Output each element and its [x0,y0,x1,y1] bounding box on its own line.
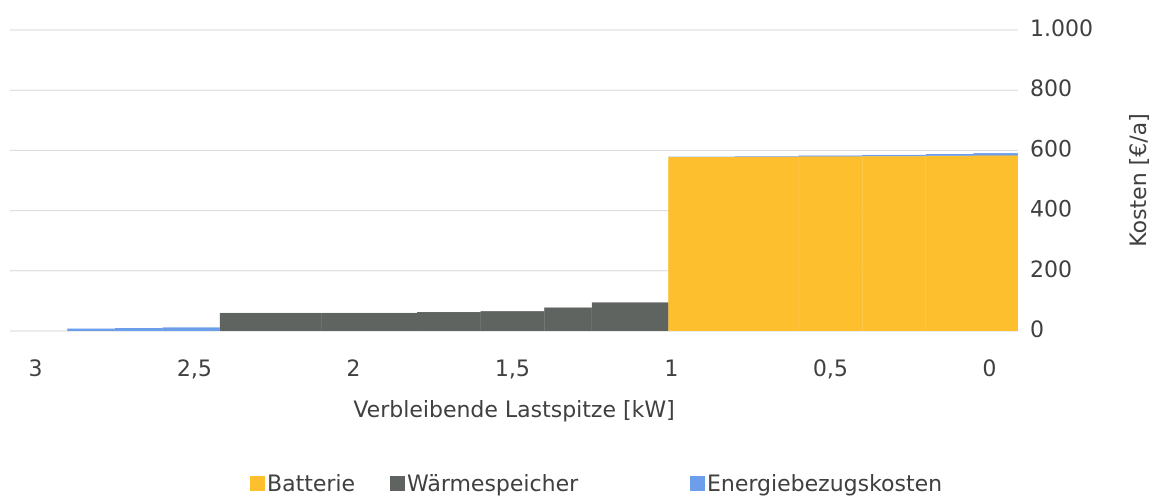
step-segment [544,307,592,331]
step-segment [480,311,545,331]
step-segment [798,155,863,157]
step-segment [862,156,926,331]
x-tick-label: 0 [982,357,996,382]
step-segment [162,327,220,331]
y-tick-label: 400 [1030,198,1072,223]
legend-swatch [250,476,265,491]
legend-label: Batterie [267,472,355,497]
y-tick-label: 0 [1030,318,1044,343]
step-segment [114,327,163,331]
step-segment [734,156,799,157]
step-segment [591,302,669,331]
step-segment [219,312,322,331]
y-tick-label: 600 [1030,137,1072,162]
legend-swatch [390,476,405,491]
x-tick-label: 3 [28,357,42,382]
step-segment [925,155,974,331]
x-tick-label: 0,5 [813,357,848,382]
step-segment [862,154,926,157]
y-tick-label: 1.000 [1030,17,1093,42]
x-tick-label: 1,5 [495,357,530,382]
step-segment [668,157,735,331]
step-segment [973,155,1018,331]
legend-label: Wärmespeicher [407,472,579,497]
step-segment [417,312,481,331]
x-tick-label: 2,5 [177,357,212,382]
step-segment [734,156,799,331]
legend-label: Energiebezugskosten [707,472,942,497]
y-tick-label: 800 [1030,77,1072,102]
x-tick-label: 1 [664,357,678,382]
x-tick-label: 2 [346,357,360,382]
y-axis-title: Kosten [€/a] [1127,113,1152,246]
step-segment [973,153,1018,156]
legend-swatch [690,476,705,491]
step-segment [321,312,418,331]
step-segment [798,156,863,331]
step-segment [67,328,115,331]
x-axis-title: Verbleibende Lastspitze [kW] [353,398,674,423]
y-tick-label: 200 [1030,258,1072,283]
step-segment [925,154,974,156]
